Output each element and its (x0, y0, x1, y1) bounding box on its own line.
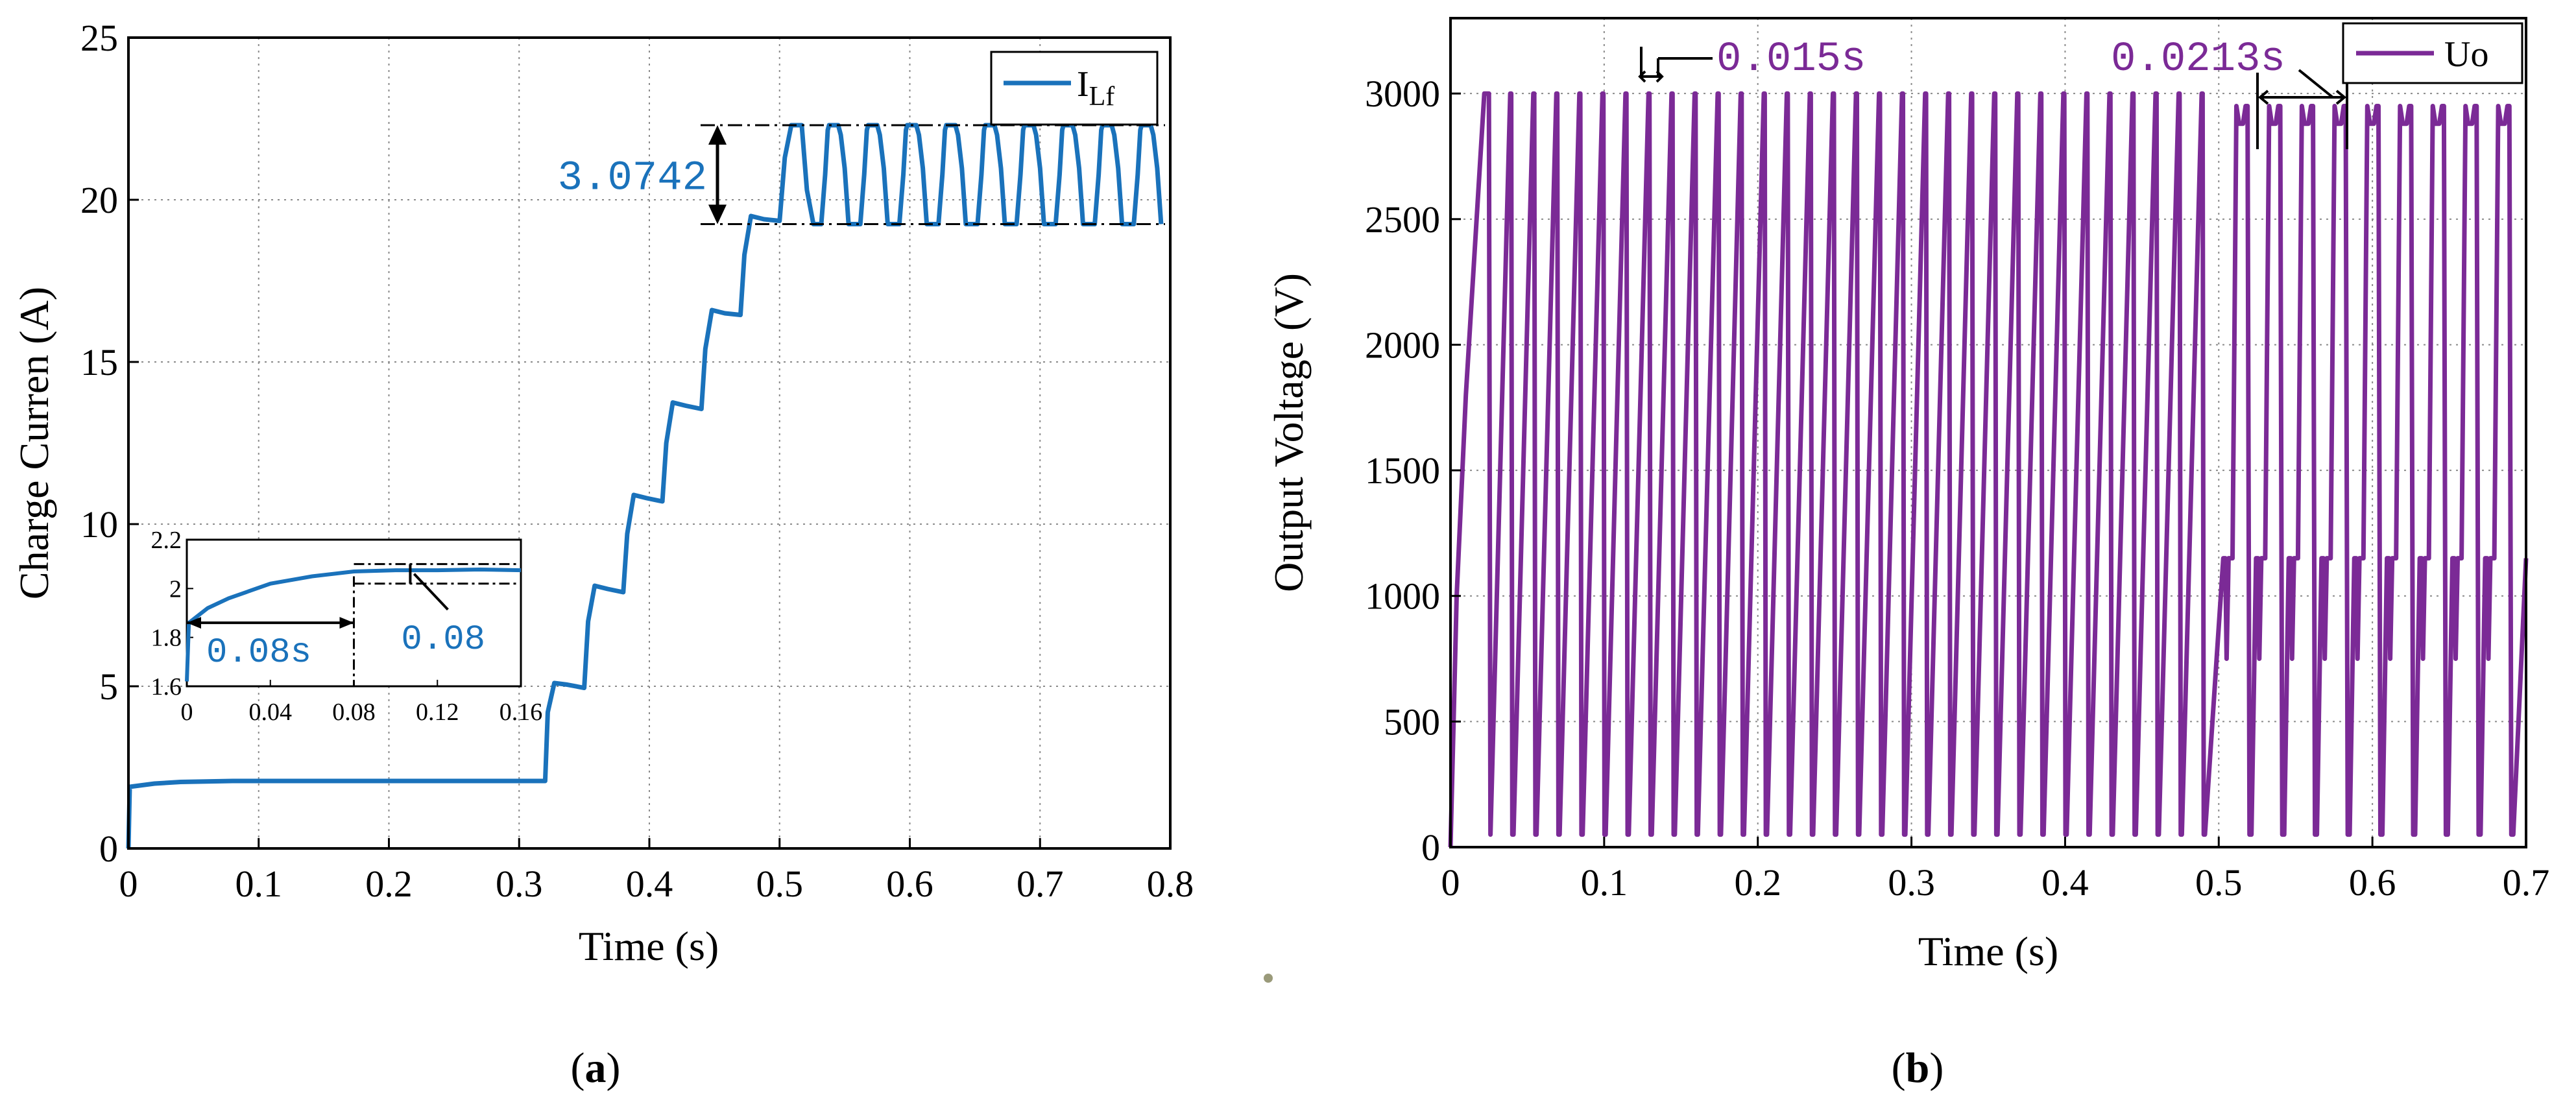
legend-label-ilf: ILf (1077, 64, 1114, 112)
x-tick-label: 0.3 (1888, 861, 1935, 904)
panel-b-tick-labels: 0 0.1 0.2 0.3 0.4 0.5 0.6 0.7 0 500 1000 1500 2000 25… (1365, 73, 2549, 904)
inset-series-line (185, 567, 522, 682)
y-tick-label: 2500 (1365, 198, 1440, 241)
y-tick-label: 25 (80, 17, 118, 59)
x-tick-label: 0.3 (496, 863, 543, 905)
series-line-ilf (126, 123, 1164, 849)
ripple-value-label: 3.0742 (558, 155, 707, 202)
y-tick-label: 500 (1384, 701, 1440, 743)
x-tick-label: 0.5 (756, 863, 804, 905)
inset-x-tick-label: 0.16 (500, 699, 543, 726)
x-tick-label: 0.7 (1017, 863, 1064, 905)
x-tick-label: 0.8 (1147, 863, 1194, 905)
panel-a-grid (128, 38, 1170, 848)
x-tick-label: 0 (119, 863, 138, 905)
x-tick-label: 0.5 (2195, 861, 2243, 904)
x-tick-label: 0.6 (2349, 861, 2396, 904)
panel-a-charge-current-chart: 3.0742 0 0.04 0.08 0.12 0.16 1.6 1.8 2 2.2 0.08s… (11, 17, 1194, 1092)
inset-time-span-label: 0.08s (206, 633, 311, 673)
stray-dot (1264, 974, 1273, 983)
inset-x-tick-label: 0.12 (416, 699, 459, 726)
inset-band-leader (413, 573, 449, 611)
y-tick-label: 1500 (1365, 450, 1440, 492)
panel-label-b-letter: b (1906, 1044, 1930, 1092)
panel-label-a-letter: a (585, 1044, 607, 1092)
inset-x-tick-label: 0 (181, 699, 193, 726)
period-label-regime1: 0.015s (1716, 36, 1866, 83)
inset-band-label: 0.08 (401, 620, 485, 660)
x-tick-label: 0.1 (1581, 861, 1628, 904)
period-arrow-1 (1638, 70, 1664, 83)
inset-x-tick-label: 0.04 (249, 699, 293, 726)
panel-label-a: (a) (571, 1044, 621, 1092)
inset-annotations: 0.08s 0.08 (187, 563, 517, 686)
x-tick-label: 0.1 (235, 863, 283, 905)
inset-y-tick-label: 1.8 (151, 625, 182, 652)
x-tick-label: 0.2 (1734, 861, 1781, 904)
period-arrow-2 (2256, 73, 2348, 149)
ripple-arrowhead-up (708, 125, 727, 145)
y-tick-label: 2000 (1365, 324, 1440, 366)
legend-label-subscript: Lf (1089, 82, 1115, 112)
inset-x-tick-label: 0.08 (332, 699, 376, 726)
x-tick-label: 0.2 (365, 863, 413, 905)
legend: ILf (990, 51, 1159, 126)
period-label-regime2: 0.0213s (2111, 36, 2285, 83)
inset-y-tick-label: 2.2 (151, 527, 182, 554)
ripple-annotation: 3.0742 (558, 124, 1165, 225)
y-tick-label: 0 (1421, 826, 1440, 869)
legend: Uo (2342, 22, 2523, 84)
y-tick-label: 15 (80, 341, 118, 383)
panel-b-output-voltage-chart: 0.015s 0.0213s 0 0.1 0.2 0.3 0.4 0.5 0.6 0.7 0 50… (1266, 17, 2549, 1092)
inset-ticks: 0 0.04 0.08 0.12 0.16 1.6 1.8 2 2.2 (151, 527, 543, 726)
inset-y-tick-label: 1.6 (151, 673, 182, 701)
period-marker-1 (1640, 47, 1713, 78)
x-tick-label: 0.4 (2041, 861, 2089, 904)
x-axis-label: Time (s) (1918, 928, 2058, 974)
y-tick-label: 10 (80, 503, 118, 546)
y-tick-label: 1000 (1365, 575, 1440, 618)
inset-arrowhead-right (339, 617, 354, 629)
y-tick-label: 20 (80, 179, 118, 221)
legend-label-uo: Uo (2444, 34, 2488, 75)
period-leader-2 (2298, 69, 2334, 99)
inset-arrowhead-left (187, 617, 201, 629)
y-tick-label: 5 (99, 666, 118, 708)
y-axis-label: Output Voltage (V) (1266, 273, 1312, 592)
x-tick-label: 0.4 (626, 863, 673, 905)
inset-y-tick-label: 2 (169, 575, 182, 603)
series-line-uo (1448, 91, 2529, 848)
y-tick-label: 0 (99, 828, 118, 870)
y-axis-label: Charge Curren (A) (11, 287, 57, 599)
period-annotations: 0.015s 0.0213s (1638, 36, 2348, 149)
x-tick-label: 0.7 (2503, 861, 2550, 904)
panel-label-b: (b) (1892, 1044, 1944, 1092)
legend-label-main: I (1077, 64, 1089, 104)
inset-zoom: 0 0.04 0.08 0.12 0.16 1.6 1.8 2 2.2 0.08s 0.08 (151, 527, 543, 726)
x-tick-label: 0 (1441, 861, 1460, 904)
ripple-arrowhead-down (708, 204, 727, 224)
y-tick-label: 3000 (1365, 73, 1440, 115)
x-axis-label: Time (s) (579, 923, 719, 969)
x-tick-label: 0.6 (886, 863, 933, 905)
